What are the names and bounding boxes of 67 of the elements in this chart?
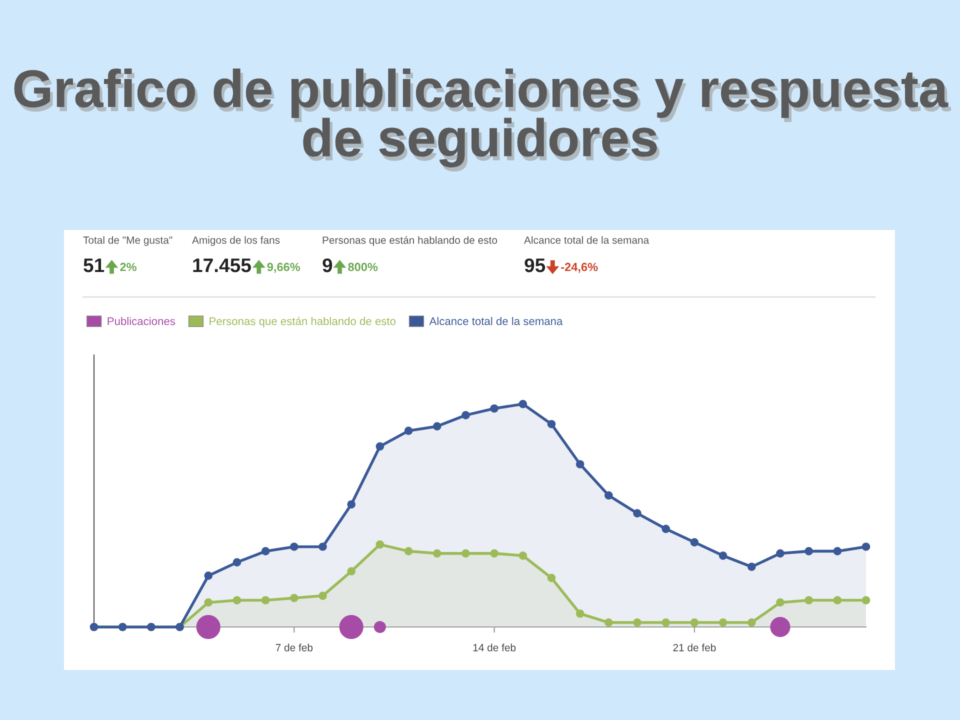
point — [376, 540, 384, 549]
text: Total de "Me gusta" — [83, 236, 172, 246]
point — [518, 551, 528, 560]
point — [576, 460, 584, 468]
text: 51 — [84, 258, 104, 272]
point — [432, 422, 442, 431]
point — [633, 509, 642, 518]
x-tick-label: 14 de feb — [473, 644, 516, 652]
point — [547, 420, 556, 428]
point — [547, 574, 556, 582]
point — [462, 411, 470, 420]
point — [462, 549, 470, 558]
point — [318, 542, 327, 551]
point — [290, 594, 298, 602]
point — [232, 558, 242, 567]
legend-label: Publicaciones — [108, 316, 176, 326]
text: 17.455 — [193, 258, 251, 272]
x-tick-label: 21 de feb — [673, 644, 716, 652]
point — [604, 618, 613, 627]
point — [204, 598, 213, 607]
point — [261, 596, 270, 604]
point — [804, 547, 813, 556]
text: -24,6% — [561, 262, 598, 273]
text: 2% — [120, 262, 136, 272]
point — [490, 404, 498, 413]
point — [690, 538, 699, 546]
point — [804, 596, 813, 604]
text: Personas que están hablando de esto — [322, 236, 498, 246]
point — [404, 426, 413, 435]
point — [776, 598, 784, 607]
point — [347, 500, 356, 509]
text: 9 — [322, 258, 332, 272]
text: 800% — [348, 262, 378, 272]
point — [404, 547, 413, 556]
point — [776, 549, 784, 558]
point — [862, 596, 870, 604]
point — [432, 549, 442, 558]
text: Alcance total de la semana — [524, 236, 650, 244]
point — [718, 551, 728, 560]
point — [290, 542, 298, 551]
point — [204, 572, 213, 580]
text: 95 — [524, 258, 546, 272]
point — [662, 524, 670, 534]
text: Amigos de los fans — [192, 236, 280, 246]
point — [833, 547, 842, 556]
point — [633, 618, 642, 627]
point — [662, 618, 670, 627]
point — [376, 442, 384, 451]
point — [576, 609, 584, 618]
point — [718, 618, 728, 627]
point — [261, 547, 270, 556]
legend-label: Personas que están hablando de esto — [210, 316, 396, 328]
text: 9,66% — [267, 262, 300, 273]
point — [862, 542, 870, 551]
legend-label: Alcance total de la semana — [429, 316, 563, 326]
point — [347, 567, 356, 576]
point — [604, 491, 613, 500]
text: Grafico de publicaciones y respuesta de seguidores — [14, 68, 951, 172]
point — [833, 596, 842, 604]
point — [318, 592, 327, 600]
point — [747, 562, 756, 571]
point — [518, 400, 528, 408]
point — [232, 596, 242, 604]
point — [490, 549, 498, 558]
point — [690, 618, 699, 627]
point — [747, 618, 756, 627]
x-tick-label: 7 de feb — [276, 644, 313, 652]
